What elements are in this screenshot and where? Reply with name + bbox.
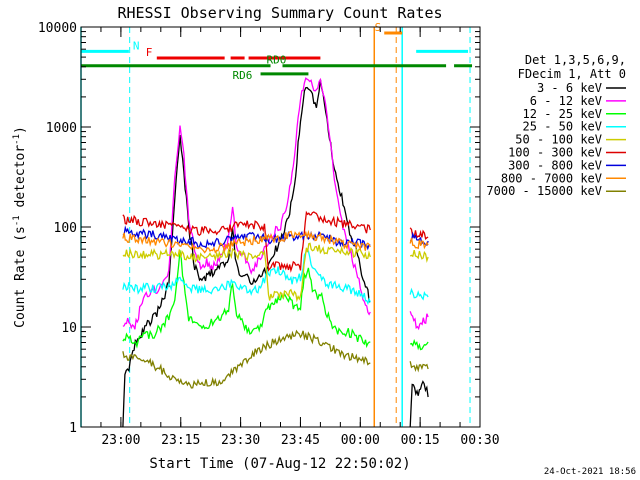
series-line-0-segment-1 (409, 380, 429, 428)
legend-label-4: 50 - 100 keV (515, 133, 602, 147)
flag-label-S: S (375, 21, 382, 34)
y-tick-label-1000: 1000 (46, 121, 77, 136)
y-axis-label-close: ) (13, 126, 28, 134)
x-tick-label-23:45: 23:45 (281, 433, 320, 448)
legend-label-6: 300 - 800 keV (508, 158, 602, 172)
legend-label-5: 100 - 300 keV (508, 146, 602, 160)
legend-label-3: 25 - 50 keV (523, 120, 602, 134)
series-line-3-segment-0 (122, 248, 371, 306)
y-tick-label-10: 10 (61, 321, 77, 336)
y-tick-label-1: 1 (69, 421, 77, 436)
footer-timestamp: 24-Oct-2021 18:56 (544, 467, 636, 477)
series-line-4-segment-0 (122, 242, 371, 303)
flag-label-RD0: RD0 (267, 54, 287, 67)
series-line-8-segment-1 (409, 361, 429, 373)
y-tick-label-100: 100 (54, 221, 77, 236)
legend-label-0: 3 - 6 keV (537, 81, 602, 95)
flag-label-F: F (146, 46, 153, 59)
series-line-7-segment-0 (122, 229, 371, 254)
y-axis-label-text: Count Rate (s (13, 226, 28, 328)
x-tick-label-23:15: 23:15 (161, 433, 200, 448)
series-line-3-segment-1 (409, 287, 429, 301)
series-line-1-segment-0 (122, 77, 371, 330)
series-line-7-segment-1 (409, 237, 429, 250)
legend-label-2: 12 - 25 keV (523, 107, 602, 121)
x-axis-label: Start Time (07-Aug-12 22:50:02) (149, 456, 410, 472)
series-line-2-segment-0 (122, 250, 371, 349)
series-line-6-segment-1 (409, 231, 429, 246)
y-axis-label-exp-2: -1 (12, 134, 22, 145)
series-line-2-segment-1 (409, 338, 429, 351)
chart-title: RHESSI Observing Summary Count Rates (117, 4, 442, 22)
flag-label-RD6: RD6 (233, 69, 253, 82)
series-line-5-segment-0 (122, 210, 371, 273)
x-tick-label-00:00: 00:00 (341, 433, 380, 448)
series-line-8-segment-0 (122, 329, 371, 389)
x-tick-label-23:30: 23:30 (221, 433, 260, 448)
x-tick-label-00:15: 00:15 (401, 433, 440, 448)
x-tick-label-00:30: 00:30 (460, 433, 499, 448)
series-line-4-segment-1 (409, 250, 429, 263)
legend-label-1: 6 - 12 keV (530, 94, 602, 108)
legend-label-8: 7000 - 15000 keV (486, 184, 602, 198)
series-line-1-segment-1 (409, 311, 429, 331)
y-tick-label-10000: 10000 (38, 21, 77, 36)
y-axis-label-exp-1: -1 (12, 215, 22, 226)
flag-label-N: N (133, 39, 140, 52)
legend-header-line-2: FDecim 1, Att 0 (518, 67, 626, 81)
y-axis-label-middle: detector (13, 145, 28, 216)
legend-label-7: 800 - 7000 keV (501, 171, 602, 185)
legend-header-line-1: Det 1,3,5,6,9, (525, 53, 626, 67)
x-tick-label-23:00: 23:00 (101, 433, 140, 448)
legend: Det 1,3,5,6,9, FDecim 1, Att 0 3 - 6 keV… (486, 53, 626, 198)
y-axis-label: Count Rate (s-1 detector-1) (12, 126, 28, 328)
